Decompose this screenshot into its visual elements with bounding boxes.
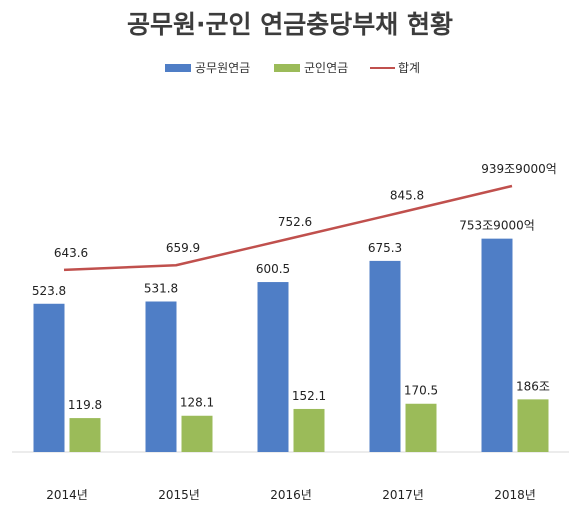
legend-label-military-pension: 군인연금 xyxy=(304,61,348,75)
total-value-label-4: 939조9000억 xyxy=(481,162,557,176)
bar-military-pension-2 xyxy=(293,408,325,452)
legend-label-total: 합계 xyxy=(398,61,420,75)
bar-value-label-military-pension-3: 170.5 xyxy=(404,384,438,398)
bar-value-label-military-pension-2: 152.1 xyxy=(292,389,326,403)
bar-public-pension-3 xyxy=(369,260,401,452)
legend-swatch-military-pension xyxy=(274,64,300,72)
bar-public-pension-0 xyxy=(33,303,65,452)
category-label-2: 2016년 xyxy=(270,488,312,502)
bar-value-label-public-pension-4: 753조9000억 xyxy=(459,219,535,233)
category-label-4: 2018년 xyxy=(494,488,536,502)
total-value-label-1: 659.9 xyxy=(166,241,200,255)
total-value-label-3: 845.8 xyxy=(390,189,424,203)
bar-value-label-military-pension-4: 186조 xyxy=(516,379,550,393)
bars-layer xyxy=(33,238,549,452)
bar-value-label-public-pension-0: 523.8 xyxy=(32,284,66,298)
bar-military-pension-3 xyxy=(405,403,437,452)
bar-value-label-public-pension-1: 531.8 xyxy=(144,282,178,296)
bar-value-label-military-pension-0: 119.8 xyxy=(68,398,102,412)
total-value-label-2: 752.6 xyxy=(278,215,312,229)
bar-value-label-public-pension-2: 600.5 xyxy=(256,262,290,276)
bar-public-pension-2 xyxy=(257,282,289,452)
chart-title: 공무원·군인 연금충당부채 현황 xyxy=(127,10,453,39)
total-line-layer xyxy=(63,184,513,272)
total-line xyxy=(63,184,513,272)
bar-public-pension-1 xyxy=(145,301,177,452)
bar-public-pension-4 xyxy=(481,238,513,452)
bar-value-label-public-pension-3: 675.3 xyxy=(368,241,402,255)
bar-military-pension-1 xyxy=(181,415,213,452)
legend-label-public-pension: 공무원연금 xyxy=(195,61,250,75)
labels-layer: 523.8 531.8 600.5 675.3 753조9000억 119.8 128.1 1… xyxy=(32,162,557,502)
legend-swatch-public-pension xyxy=(165,64,191,72)
category-label-1: 2015년 xyxy=(158,488,200,502)
bar-value-label-military-pension-1: 128.1 xyxy=(180,396,214,410)
bar-military-pension-0 xyxy=(69,418,101,452)
category-label-3: 2017년 xyxy=(382,488,424,502)
category-label-0: 2014년 xyxy=(46,488,88,502)
total-value-label-0: 643.6 xyxy=(54,246,88,260)
legend: 공무원연금 군인연금 합계 xyxy=(165,61,420,75)
bar-military-pension-4 xyxy=(517,399,549,452)
